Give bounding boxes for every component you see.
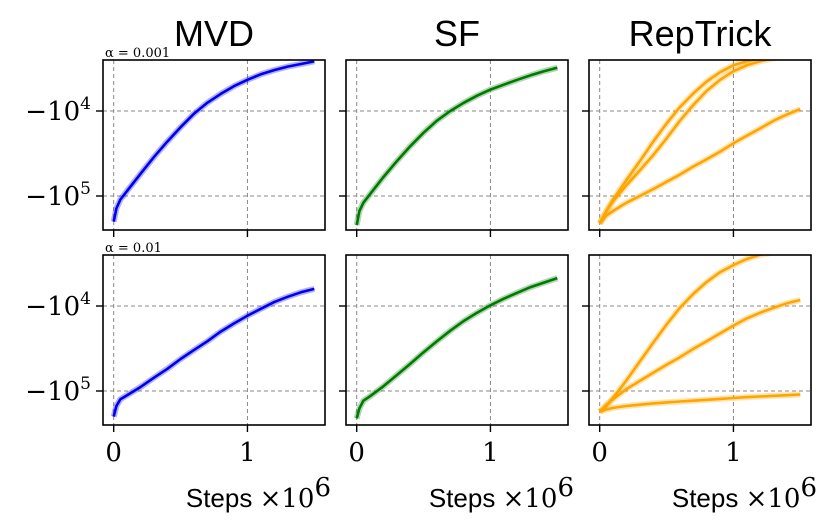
y-tick-label: −105 (25, 179, 91, 212)
y-tick-label: −104 (25, 289, 91, 322)
x-tick-label: 1 (482, 438, 499, 468)
series-line-r1-c0-0 (112, 287, 315, 417)
series-line-r1-c1-0 (355, 276, 558, 419)
x-tick-label: 0 (348, 438, 365, 468)
series-line-r0-c2-2 (598, 107, 801, 225)
x-tick-label: 1 (239, 438, 256, 468)
panel-title-mvd: MVD (174, 13, 254, 54)
panel-r0-c1 (339, 59, 569, 237)
series-line-r1-c2-2 (599, 393, 801, 413)
series-line-r1-c2-0 (598, 255, 767, 413)
series-band-r1-c0-0 (110, 285, 316, 418)
series-band-r1-c1-0 (353, 275, 559, 420)
x-axis-label: Steps ×106 (186, 473, 331, 514)
panel-title-reptrick: RepTrick (629, 13, 773, 54)
alpha-label-0: α = 0.001 (105, 46, 170, 61)
panel-r1-c2: 0 1 Steps ×106 (582, 254, 817, 514)
series-line-r0-c0-0 (112, 60, 315, 222)
x-tick-label: 1 (725, 438, 742, 468)
panel-frame (345, 254, 569, 426)
series-band-r0-c1-0 (353, 64, 559, 226)
panel-frame (588, 59, 812, 231)
series-line-r0-c2-0 (598, 60, 759, 225)
panel-r1-c1: 0 1 Steps ×106 (339, 254, 574, 514)
panel-r0-c0: −104 −105 (25, 59, 326, 237)
panel-r0-c2 (582, 59, 812, 237)
panel-title-sf: SF (434, 13, 480, 54)
x-axis-label: Steps ×106 (429, 473, 574, 514)
panel-frame (588, 254, 812, 426)
y-tick-label: −104 (25, 94, 91, 127)
x-axis-label: Steps ×106 (672, 473, 817, 514)
series-line-r0-c1-0 (355, 66, 558, 226)
series-line-r1-c2-1 (598, 298, 801, 413)
alpha-label-1: α = 0.01 (105, 241, 162, 256)
panel-frame (102, 254, 326, 426)
y-tick-label: −105 (25, 374, 91, 407)
panel-frame (345, 59, 569, 231)
series-band-r0-c2-2 (597, 106, 802, 226)
x-tick-label: 0 (591, 438, 608, 468)
panel-r1-c0: −104 −105 0 1 Steps ×106 (25, 254, 331, 514)
series-band-r0-c0-0 (110, 60, 315, 223)
panel-frame (102, 59, 326, 231)
x-tick-label: 0 (105, 438, 122, 468)
